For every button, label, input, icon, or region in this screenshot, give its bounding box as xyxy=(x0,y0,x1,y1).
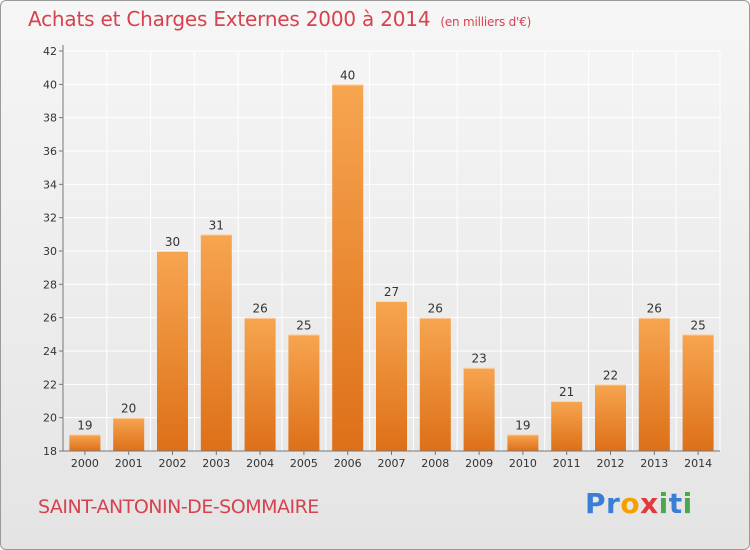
x-tick-label: 2001 xyxy=(115,457,143,470)
labels: 18 20 22 24 26 28 30 32 34 36 38 40 42 19 2000 20 2001 30… xyxy=(43,45,712,470)
logo-letter: o xyxy=(620,487,641,520)
data-label: 31 xyxy=(209,218,224,232)
bar xyxy=(157,251,188,451)
bar xyxy=(595,384,626,451)
bar xyxy=(332,84,364,451)
y-tick-label: 22 xyxy=(43,378,57,391)
logo-letter: r xyxy=(606,487,621,520)
bar xyxy=(376,301,407,451)
x-tick-label: 2004 xyxy=(246,457,274,470)
y-tick-label: 32 xyxy=(43,212,57,225)
y-tick-label: 28 xyxy=(43,278,57,291)
logo-letter: t xyxy=(668,487,683,520)
x-tick-label: 2014 xyxy=(684,457,712,470)
y-tick-label: 38 xyxy=(43,112,57,125)
data-label: 26 xyxy=(647,302,662,316)
y-tick-label: 20 xyxy=(43,412,57,425)
data-label: 26 xyxy=(428,302,443,316)
y-tick-label: 24 xyxy=(43,345,57,358)
data-label: 19 xyxy=(77,418,92,432)
bar xyxy=(244,317,276,451)
data-label: 20 xyxy=(121,402,136,416)
x-tick-label: 2013 xyxy=(640,457,668,470)
data-label: 22 xyxy=(603,368,618,382)
bar xyxy=(463,367,495,451)
x-tick-label: 2011 xyxy=(553,457,581,470)
chart-title: Achats et Charges Externes 2000 à 2014 (e… xyxy=(28,7,531,31)
bar xyxy=(113,417,145,451)
data-label: 25 xyxy=(690,318,705,332)
data-label: 27 xyxy=(384,285,399,299)
location-label: SAINT-ANTONIN-DE-SOMMAIRE xyxy=(38,496,319,518)
x-tick-label: 2012 xyxy=(597,457,625,470)
x-tick-label: 2010 xyxy=(509,457,537,470)
x-tick-label: 2008 xyxy=(421,457,449,470)
data-label: 40 xyxy=(340,68,355,82)
y-tick-label: 36 xyxy=(43,145,57,158)
data-label: 21 xyxy=(559,385,574,399)
x-tick-label: 2009 xyxy=(465,457,493,470)
chart-title-text: Achats et Charges Externes 2000 à 2014 xyxy=(28,7,431,31)
x-tick-label: 2007 xyxy=(378,457,406,470)
chart-subtitle: (en milliers d'€) xyxy=(440,15,532,29)
bar xyxy=(682,334,714,451)
y-tick-label: 18 xyxy=(43,445,57,458)
bar xyxy=(551,401,583,451)
x-tick-label: 2005 xyxy=(290,457,318,470)
y-tick-label: 34 xyxy=(43,178,57,191)
logo-letter: i xyxy=(682,487,693,520)
data-label: 30 xyxy=(165,235,180,249)
axes xyxy=(59,45,720,455)
bar xyxy=(200,234,232,451)
bars xyxy=(69,84,714,451)
x-tick-label: 2006 xyxy=(334,457,362,470)
bar xyxy=(507,434,539,451)
logo-letter: i xyxy=(658,487,669,520)
data-label: 23 xyxy=(471,352,486,366)
logo-letter: P xyxy=(585,487,607,520)
bar xyxy=(69,434,101,451)
y-tick-label: 40 xyxy=(43,78,57,91)
proxiti-logo: Proxiti xyxy=(585,487,693,520)
logo-letter: x xyxy=(640,487,659,520)
bar xyxy=(419,317,451,451)
y-tick-label: 30 xyxy=(43,245,57,258)
x-tick-label: 2000 xyxy=(71,457,99,470)
bar xyxy=(638,317,670,451)
data-label: 19 xyxy=(515,418,530,432)
data-label: 26 xyxy=(252,302,267,316)
x-tick-label: 2003 xyxy=(202,457,230,470)
y-tick-label: 26 xyxy=(43,312,57,325)
data-label: 25 xyxy=(296,318,311,332)
bar xyxy=(288,334,320,451)
y-tick-label: 42 xyxy=(43,45,57,58)
x-tick-label: 2002 xyxy=(159,457,187,470)
